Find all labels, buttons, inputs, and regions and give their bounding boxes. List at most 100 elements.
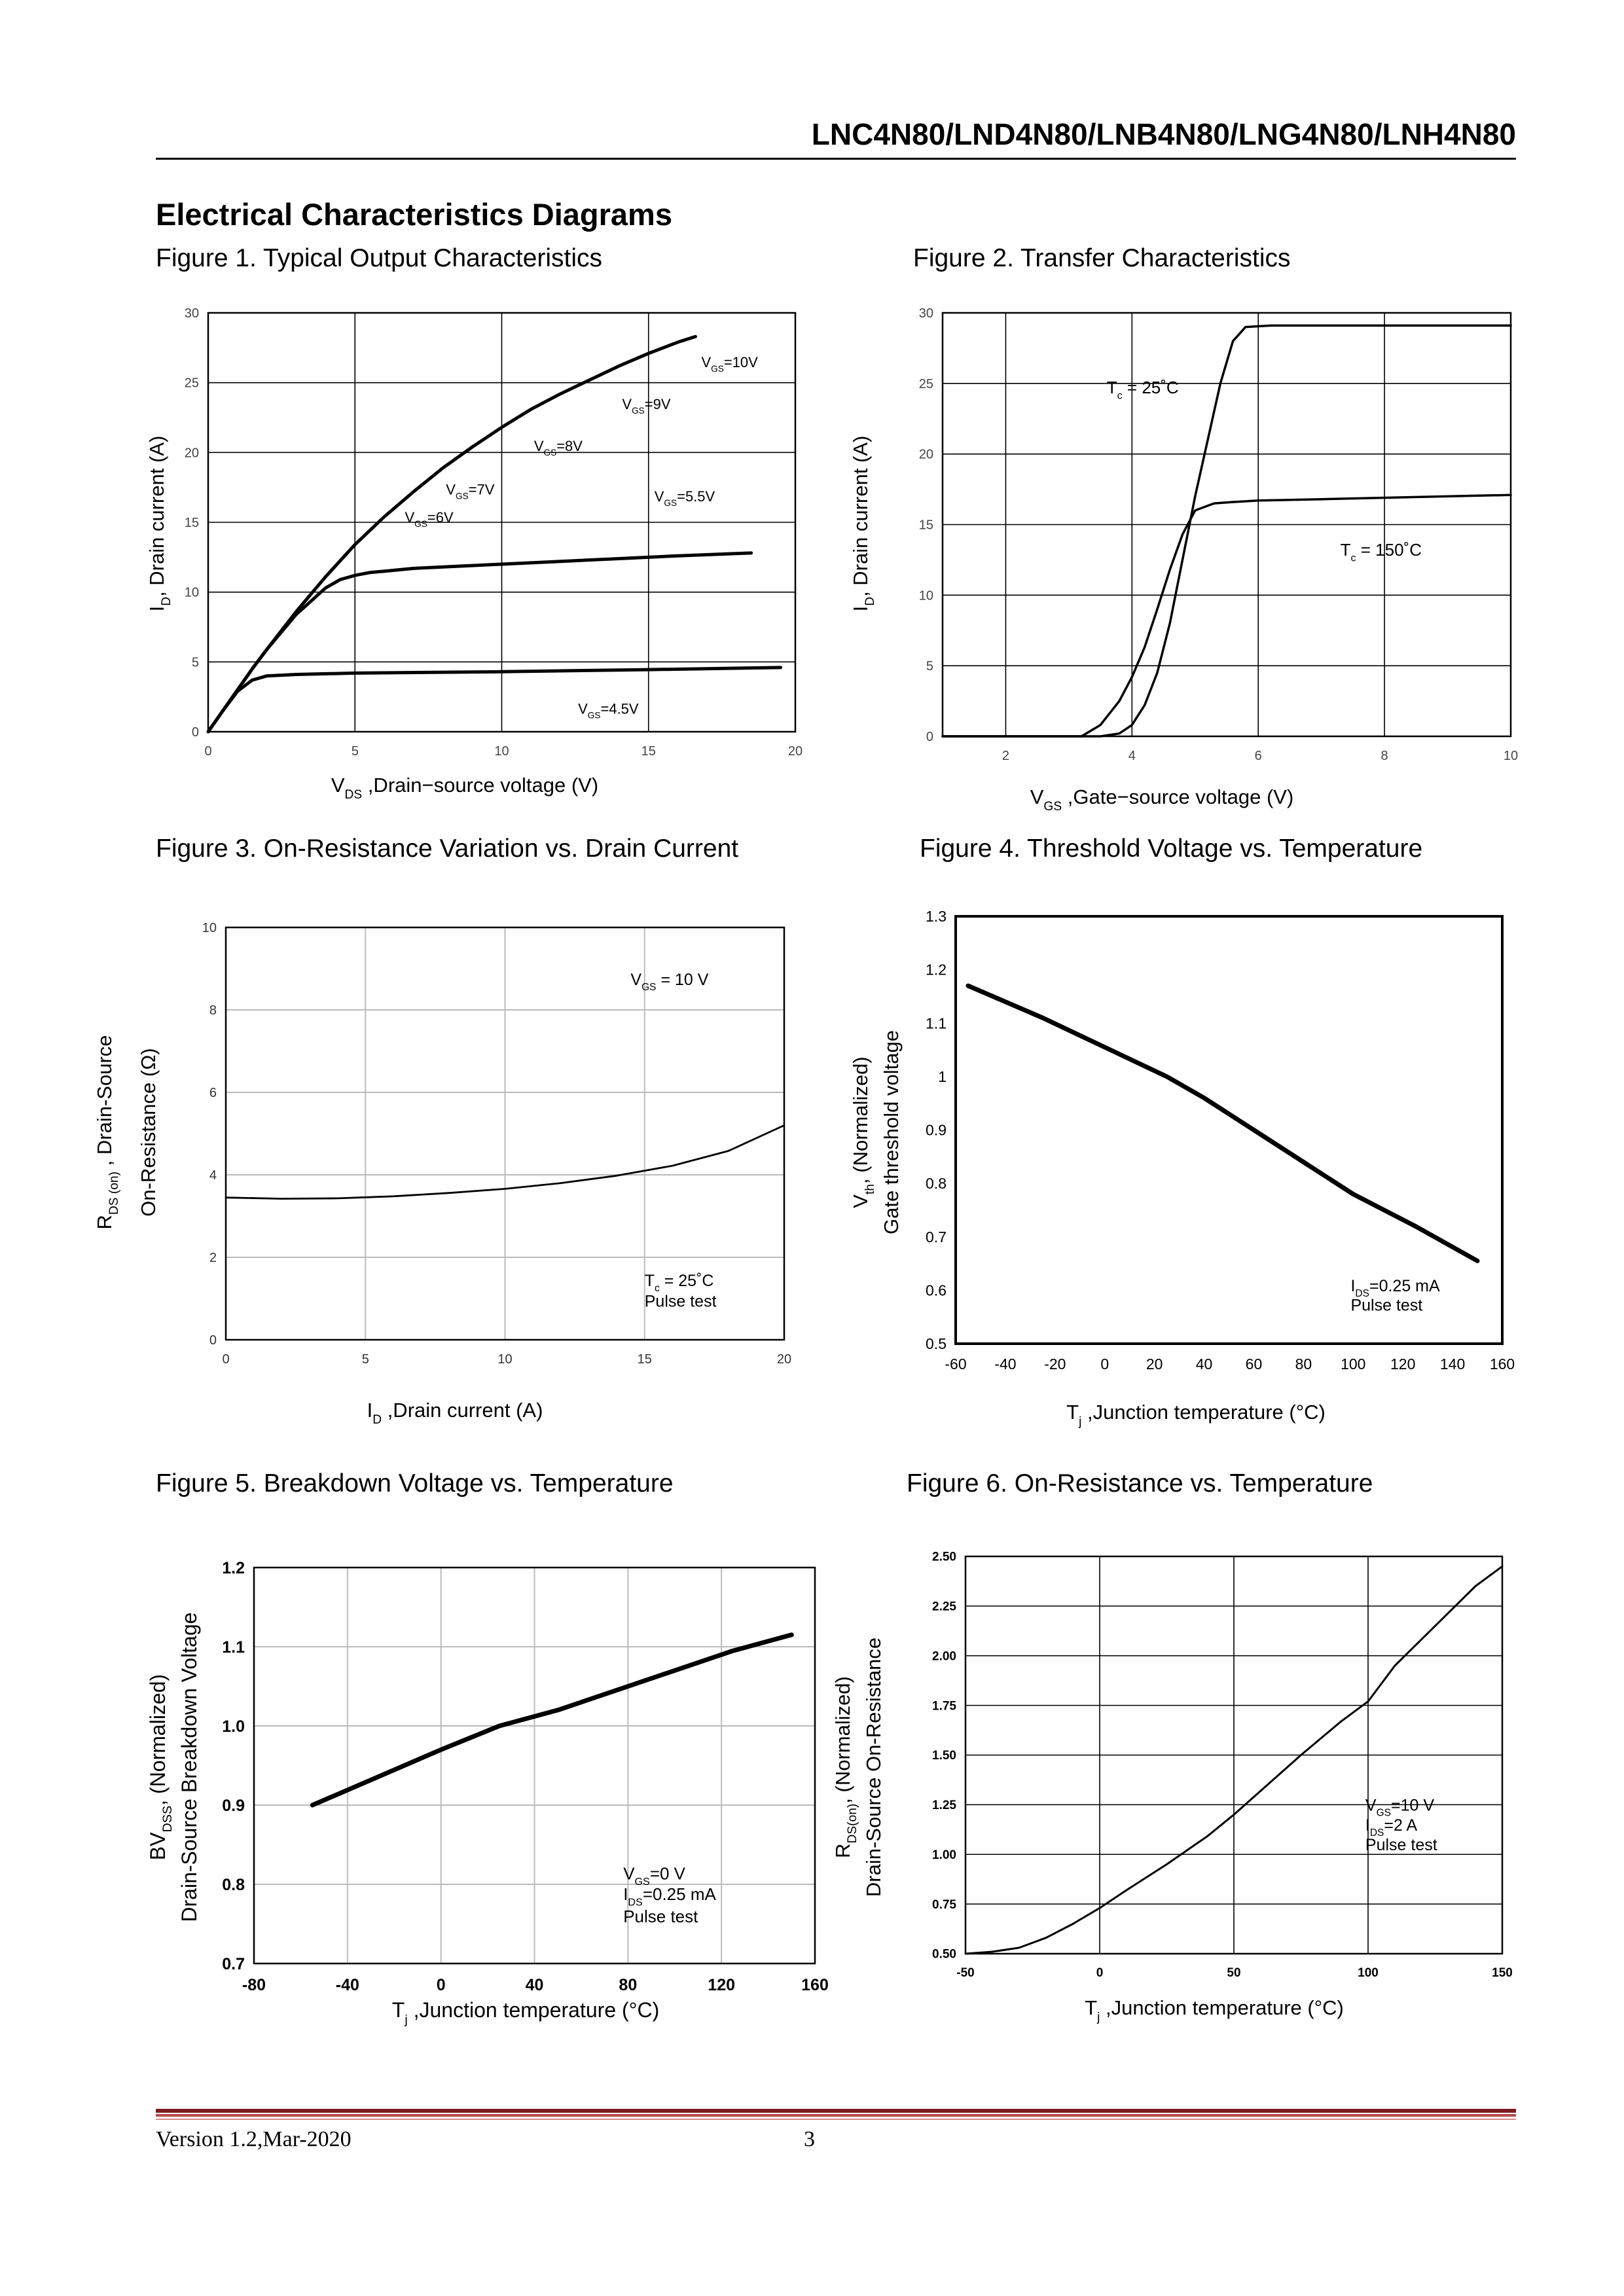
x-tick-label: 15	[638, 1352, 652, 1367]
y-tick-label: 1.2	[926, 961, 947, 978]
annotation-label: Tc = 150˚C	[1341, 540, 1422, 564]
figure-4-title: Figure 4. Threshold Voltage vs. Temperat…	[920, 834, 1423, 863]
y-tick-label: 0	[926, 730, 933, 744]
y-axis-label: RDS(on), (Normalized)	[831, 1676, 859, 1858]
y-tick-label: 1.1	[926, 1014, 947, 1031]
series-line-2	[206, 551, 753, 734]
y-tick-label: 1.75	[932, 1699, 956, 1713]
y-axis-label-line-2: Gate threshold voltage	[880, 1030, 903, 1234]
annotation-label: Pulse test	[1350, 1296, 1422, 1314]
annotation-label: VGS=8V	[534, 438, 583, 457]
footer-divider	[156, 2109, 1516, 2113]
annotation-label: Pulse test	[645, 1293, 717, 1311]
annotation-label: VGS=7V	[446, 481, 494, 501]
series-line-1	[964, 1565, 1504, 1955]
x-axis-label: ID ,Drain current (A)	[367, 1399, 543, 1427]
y-axis-label: ID, Drain current (A)	[849, 436, 877, 612]
series-line-1	[965, 983, 1480, 1263]
plot-frame	[941, 312, 1512, 738]
series-line-1	[225, 1124, 785, 1200]
annotation-label: VGS=10 V	[1365, 1796, 1434, 1818]
x-tick-label: 150	[1492, 1966, 1513, 1980]
annotation-label: Tc = 25˚C	[1107, 378, 1179, 401]
y-tick-label: 0.7	[926, 1229, 947, 1246]
x-tick-label: 120	[708, 1976, 735, 1994]
annotation-label: VGS=10V	[701, 354, 758, 374]
y-tick-label: 0.50	[932, 1948, 956, 1962]
annotation-label: VGS=4.5V	[578, 700, 639, 720]
x-tick-label: 160	[1490, 1355, 1515, 1372]
document-title: LNC4N80/LND4N80/LNB4N80/LNG4N80/LNH4N80	[811, 117, 1516, 151]
plot-frame	[207, 312, 797, 733]
x-tick-label: 0	[437, 1976, 446, 1994]
y-tick-label: 1.25	[932, 1799, 956, 1812]
series-line-3	[206, 666, 783, 734]
y-tick-label: 10	[185, 586, 199, 600]
y-tick-label: 25	[185, 376, 199, 391]
y-tick-label: 1.3	[926, 908, 947, 925]
x-tick-label: 100	[1341, 1355, 1365, 1372]
y-axis-label: Vth, (Normalized)	[849, 1056, 877, 1208]
figure-3-title: Figure 3. On-Resistance Variation vs. Dr…	[156, 834, 739, 863]
y-tick-label: 6	[209, 1086, 217, 1100]
x-tick-label: 0	[1100, 1355, 1109, 1372]
x-tick-label: 4	[1128, 749, 1136, 763]
y-tick-label: 2.00	[932, 1649, 956, 1663]
x-tick-label: 2	[1002, 749, 1009, 763]
y-tick-label: 0.5	[926, 1335, 947, 1352]
x-tick-label: 5	[362, 1352, 369, 1367]
y-tick-label: 2.50	[932, 1551, 956, 1564]
x-tick-label: 50	[1227, 1966, 1240, 1980]
x-tick-label: -40	[336, 1976, 359, 1994]
x-tick-label: 10	[1504, 749, 1518, 763]
x-tick-label: -50	[956, 1966, 974, 1980]
annotation-label: IDS=0.25 mA	[1350, 1277, 1440, 1299]
figure-6-title: Figure 6. On-Resistance vs. Temperature	[907, 1469, 1373, 1498]
x-tick-label: 0	[1096, 1966, 1104, 1980]
x-tick-label: 20	[1146, 1355, 1163, 1372]
y-tick-label: 4	[209, 1168, 217, 1183]
y-tick-label: 10	[202, 921, 217, 935]
series-line-1	[310, 1632, 794, 1808]
y-tick-label: 1.1	[222, 1638, 245, 1657]
x-tick-label: 40	[526, 1976, 544, 1994]
x-tick-label: 160	[801, 1976, 829, 1994]
y-tick-label: 0.7	[222, 1955, 245, 1973]
y-axis-label: RDS (on) , Drain-Source	[93, 1035, 121, 1229]
y-tick-label: 25	[919, 377, 933, 391]
y-tick-label: 15	[185, 516, 199, 530]
y-axis-label-line-2: Drain-Source Breakdown Voltage	[177, 1612, 201, 1922]
x-tick-label: 120	[1390, 1355, 1415, 1372]
annotation-label: IDS=0.25 mA	[623, 1884, 716, 1908]
x-tick-label: 60	[1246, 1355, 1263, 1372]
x-tick-label: 80	[1295, 1355, 1312, 1372]
figure-2-title: Figure 2. Transfer Characteristics	[913, 244, 1291, 272]
y-tick-label: 10	[919, 588, 933, 603]
x-tick-label: 5	[352, 744, 359, 759]
y-axis-label-line-2: On-Resistance (Ω)	[137, 1048, 160, 1216]
x-tick-label: -80	[242, 1976, 266, 1994]
x-tick-label: -60	[945, 1355, 966, 1372]
annotation-label: IDS=2 A	[1365, 1816, 1418, 1839]
annotation-label: VGS=5.5V	[655, 488, 715, 508]
y-tick-label: 0	[209, 1333, 217, 1348]
x-tick-label: 140	[1440, 1355, 1465, 1372]
plot-frame	[253, 1566, 816, 1965]
x-tick-label: 80	[619, 1976, 637, 1994]
annotation-label: Tc = 25˚C	[645, 1272, 714, 1294]
annotation-label: Pulse test	[1365, 1836, 1437, 1854]
y-tick-label: 0.8	[926, 1175, 947, 1192]
y-tick-label: 15	[919, 518, 933, 533]
x-tick-label: 6	[1255, 749, 1262, 763]
figure-5-title: Figure 5. Breakdown Voltage vs. Temperat…	[156, 1469, 674, 1498]
x-tick-label: 0	[222, 1352, 229, 1367]
y-tick-label: 30	[185, 306, 199, 321]
footer-divider-light	[156, 2119, 1516, 2120]
y-tick-label: 0	[192, 725, 199, 740]
x-axis-label: Tj ,Junction temperature (°C)	[1085, 1996, 1344, 2024]
y-tick-label: 5	[192, 655, 199, 670]
x-tick-label: -40	[994, 1355, 1016, 1372]
page-number: 3	[804, 2127, 815, 2151]
plot-frame	[225, 926, 785, 1341]
y-tick-label: 0.75	[932, 1898, 956, 1912]
